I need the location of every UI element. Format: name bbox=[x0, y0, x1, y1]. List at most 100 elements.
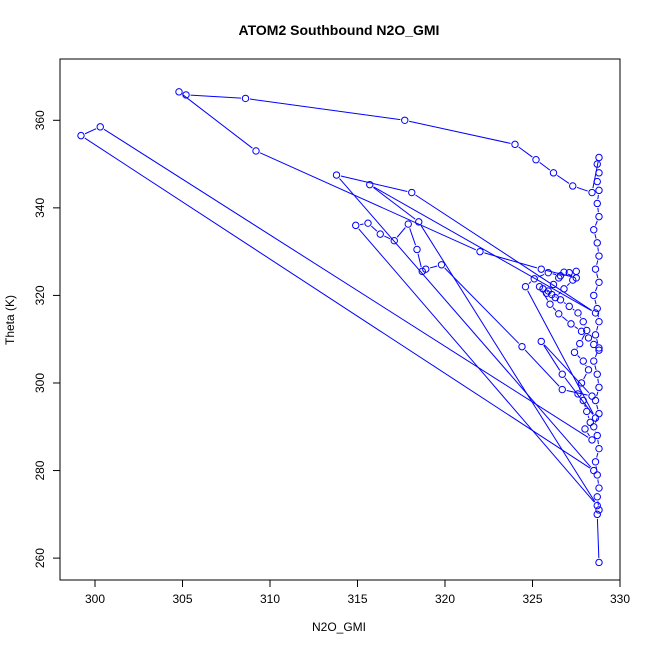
series-segment bbox=[567, 273, 573, 277]
data-point bbox=[555, 274, 563, 282]
data-point bbox=[567, 320, 575, 328]
data-point bbox=[593, 510, 601, 519]
data-point bbox=[511, 140, 519, 149]
series-segment bbox=[583, 373, 587, 380]
data-point bbox=[593, 239, 601, 247]
data-point bbox=[415, 218, 423, 226]
data-point bbox=[595, 484, 603, 492]
series-segment bbox=[543, 344, 590, 394]
data-point bbox=[574, 390, 582, 398]
series-segment bbox=[594, 365, 597, 371]
series-segment bbox=[597, 207, 599, 213]
series-segment bbox=[543, 344, 561, 371]
series-segment bbox=[103, 128, 589, 438]
data-point bbox=[518, 342, 526, 351]
series-segment bbox=[597, 439, 599, 445]
data-point bbox=[583, 407, 591, 416]
data-point bbox=[574, 309, 582, 317]
series-segment bbox=[360, 223, 364, 226]
y-tick-label: 300 bbox=[33, 373, 47, 393]
data-point bbox=[401, 116, 409, 124]
series-segment bbox=[596, 339, 599, 344]
data-point bbox=[549, 169, 558, 177]
data-point bbox=[175, 88, 183, 96]
data-point bbox=[77, 131, 85, 140]
series-segment bbox=[415, 194, 593, 311]
data-point bbox=[530, 275, 538, 283]
series-segment bbox=[538, 274, 545, 278]
series-segment bbox=[566, 282, 570, 287]
series-segment bbox=[597, 194, 599, 200]
data-point bbox=[408, 188, 416, 197]
data-point bbox=[593, 501, 601, 510]
data-point bbox=[591, 331, 600, 339]
series-segment bbox=[581, 334, 586, 340]
data-point bbox=[572, 267, 580, 276]
x-axis: 300 305 310 315 320 325 330 bbox=[85, 579, 630, 606]
data-point bbox=[595, 186, 603, 195]
data-point bbox=[579, 357, 587, 365]
data-point bbox=[579, 317, 587, 326]
series-segment bbox=[420, 225, 596, 503]
data-point bbox=[560, 285, 568, 293]
series-segment bbox=[594, 417, 598, 423]
series-segment bbox=[552, 307, 557, 311]
series-segment bbox=[592, 161, 599, 189]
series-segment bbox=[373, 186, 592, 312]
data-point bbox=[422, 265, 430, 273]
data-point bbox=[558, 370, 566, 378]
data-point bbox=[241, 94, 250, 103]
series-segment bbox=[555, 296, 557, 298]
series-segment bbox=[594, 299, 597, 305]
data-point bbox=[588, 392, 596, 400]
data-point bbox=[532, 155, 540, 164]
series-segment bbox=[339, 178, 592, 468]
data-point bbox=[364, 219, 372, 227]
data-point bbox=[404, 220, 412, 228]
data-point bbox=[535, 282, 544, 291]
data-point bbox=[542, 289, 551, 297]
series-segment bbox=[371, 225, 378, 232]
data-point bbox=[593, 160, 601, 168]
y-tick-label: 360 bbox=[33, 110, 47, 130]
series-segment bbox=[584, 404, 586, 408]
series-segment bbox=[409, 228, 417, 246]
series-segment bbox=[84, 137, 591, 469]
series-segment bbox=[594, 286, 598, 292]
series-segment bbox=[585, 364, 587, 367]
series-layer bbox=[77, 88, 603, 567]
data-point bbox=[595, 346, 603, 354]
series-segment bbox=[539, 161, 551, 171]
data-point bbox=[591, 414, 600, 422]
series-segment bbox=[596, 325, 599, 331]
series-segment bbox=[594, 233, 597, 239]
series-segment bbox=[527, 290, 594, 415]
series-segment bbox=[556, 174, 570, 184]
series-segment bbox=[597, 378, 599, 383]
series-segment bbox=[596, 518, 600, 559]
series-segment bbox=[563, 302, 566, 305]
series-segment bbox=[596, 273, 599, 279]
data-point bbox=[591, 309, 600, 317]
series-segment bbox=[546, 290, 549, 293]
data-point bbox=[590, 466, 598, 475]
data-point bbox=[537, 337, 545, 346]
x-tick-label: 330 bbox=[610, 592, 630, 606]
data-point bbox=[555, 310, 563, 318]
data-point bbox=[537, 265, 545, 273]
x-tick-label: 300 bbox=[85, 592, 105, 606]
data-point bbox=[565, 302, 573, 311]
data-point bbox=[413, 245, 421, 254]
series-segment bbox=[518, 146, 533, 158]
data-point bbox=[576, 339, 584, 348]
series-segment bbox=[597, 479, 599, 484]
series-segment bbox=[84, 128, 97, 135]
series-segment bbox=[182, 94, 253, 149]
plot-frame bbox=[59, 58, 621, 581]
series-segment bbox=[358, 228, 595, 503]
data-point bbox=[590, 291, 598, 300]
data-point bbox=[590, 340, 598, 349]
data-point bbox=[593, 304, 601, 313]
series-segment bbox=[576, 347, 578, 349]
series-segment bbox=[396, 227, 406, 238]
